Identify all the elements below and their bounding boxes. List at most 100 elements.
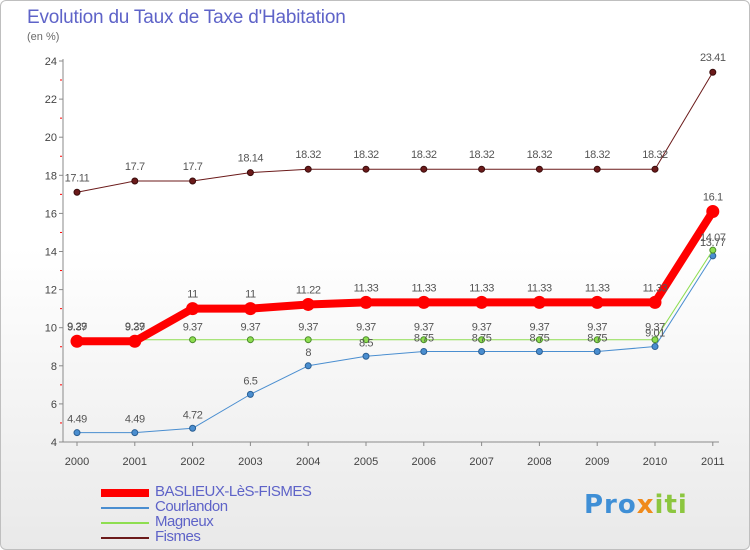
legend-swatch-magneux	[101, 522, 149, 524]
data-label: 9.37	[645, 322, 665, 334]
y-tick-label: 12	[45, 285, 57, 297]
data-label: 9.37	[183, 322, 203, 334]
data-label: 9.01	[645, 328, 665, 340]
data-point	[706, 204, 720, 218]
data-point	[362, 165, 370, 173]
data-label: 18.32	[584, 149, 610, 161]
data-point	[189, 177, 197, 185]
y-tick-label: 16	[45, 208, 57, 220]
x-tick-label: 2006	[412, 456, 436, 468]
legend-label-fismes: Fismes	[155, 528, 201, 545]
data-label: 8	[305, 347, 311, 359]
legend-label-baslieux: BASLIEUX-LèS-FISMES	[155, 483, 312, 500]
legend-swatch-baslieux	[101, 489, 149, 497]
data-label: 23.41	[700, 52, 726, 64]
data-label: 9.37	[298, 322, 318, 334]
data-point	[475, 295, 489, 309]
data-point	[131, 177, 139, 185]
data-label: 16.1	[703, 191, 723, 203]
data-point	[304, 362, 312, 370]
data-label: 9.37	[356, 322, 376, 334]
x-tick-label: 2011	[701, 456, 725, 468]
data-label: 13.77	[700, 237, 726, 249]
data-point	[131, 429, 139, 437]
data-label: 8.75	[587, 333, 607, 345]
data-point	[478, 165, 486, 173]
data-label: 18.32	[411, 149, 437, 161]
data-point	[186, 302, 200, 316]
data-point	[73, 188, 81, 196]
data-point	[535, 336, 543, 344]
data-label: 11.22	[296, 284, 321, 296]
data-point	[420, 348, 428, 356]
data-label: 9.37	[472, 322, 492, 334]
data-point	[304, 336, 312, 344]
data-label: 18.32	[295, 149, 321, 161]
data-point	[362, 336, 370, 344]
data-point	[709, 68, 717, 76]
y-tick-label: 4	[51, 437, 57, 449]
data-label: 6.5	[243, 375, 257, 387]
data-point	[246, 390, 254, 398]
y-tick-label: 20	[45, 132, 57, 144]
data-label: 4.49	[67, 414, 87, 426]
y-tick-label: 14	[45, 247, 57, 259]
data-label: 8.75	[529, 333, 549, 345]
data-point	[301, 297, 315, 311]
y-tick-label: 18	[45, 170, 57, 182]
data-point	[420, 165, 428, 173]
data-label: 9.37	[529, 322, 549, 334]
legend-label-magneux: Magneux	[155, 513, 214, 530]
data-label: 18.32	[353, 149, 379, 161]
data-label: 17.11	[65, 172, 90, 184]
data-label: 8.75	[414, 333, 434, 345]
series-line-2	[76, 249, 714, 341]
data-label: 11.33	[469, 282, 494, 294]
data-point	[73, 429, 81, 437]
chart-subtitle: (en %)	[27, 31, 60, 43]
series-line-1	[76, 255, 714, 434]
chart-title: Evolution du Taux de Taxe d'Habitation	[27, 7, 346, 28]
legend-swatch-fismes	[101, 537, 149, 539]
data-label: 9.37	[67, 322, 87, 334]
proxiti-logo: Proxiti	[584, 490, 688, 520]
series-line-3	[76, 71, 714, 193]
x-tick-label: 2010	[643, 456, 667, 468]
x-tick-label: 2007	[469, 456, 493, 468]
data-point	[651, 336, 659, 344]
data-label: 14.07	[700, 232, 726, 244]
data-label: 11	[187, 289, 198, 301]
y-tick-label: 8	[51, 361, 57, 373]
data-label: 11.33	[411, 282, 436, 294]
x-tick-label: 2008	[527, 456, 551, 468]
x-tick-label: 2001	[123, 456, 147, 468]
data-label: 9.29	[67, 321, 87, 333]
data-label: 11	[245, 289, 256, 301]
data-label: 18.32	[469, 149, 495, 161]
data-label: 8.75	[472, 333, 492, 345]
data-point	[478, 336, 486, 344]
data-point	[420, 336, 428, 344]
y-tick-label: 10	[45, 323, 57, 335]
data-point	[246, 169, 254, 177]
data-label: 18.32	[642, 149, 668, 161]
data-label: 11.33	[585, 282, 610, 294]
data-point	[478, 348, 486, 356]
data-point	[535, 348, 543, 356]
y-tick-label: 24	[45, 56, 57, 68]
data-label: 18.14	[238, 153, 264, 165]
data-point	[593, 336, 601, 344]
data-point	[359, 295, 373, 309]
data-point	[651, 165, 659, 173]
data-label: 4.49	[125, 414, 145, 426]
data-point	[648, 295, 662, 309]
data-point	[590, 295, 604, 309]
data-point	[417, 295, 431, 309]
data-point	[651, 343, 659, 351]
data-point	[593, 348, 601, 356]
y-tick-label: 6	[51, 399, 57, 411]
x-tick-label: 2009	[585, 456, 609, 468]
x-tick-label: 2004	[296, 456, 320, 468]
